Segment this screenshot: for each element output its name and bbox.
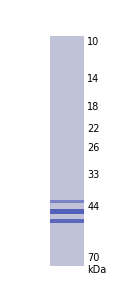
Text: 22: 22 [87, 124, 100, 135]
Text: 33: 33 [87, 170, 100, 180]
Text: 10: 10 [87, 36, 100, 47]
Bar [50, 209, 84, 214]
Text: 26: 26 [87, 143, 100, 153]
Text: 70: 70 [87, 254, 100, 263]
Text: 44: 44 [87, 202, 100, 212]
Bar [50, 200, 84, 203]
Text: 18: 18 [87, 102, 100, 112]
Text: 14: 14 [87, 74, 100, 84]
Bar [50, 219, 84, 223]
Text: kDa: kDa [87, 265, 107, 274]
Bar [50, 36, 84, 266]
